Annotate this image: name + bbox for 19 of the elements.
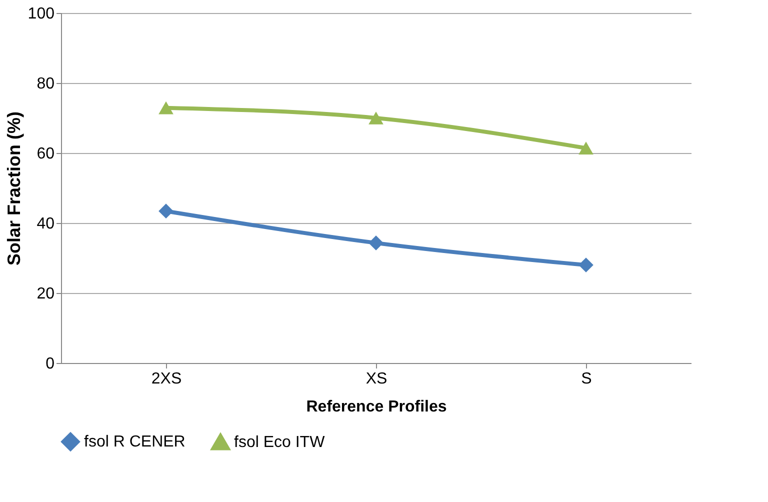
point	[368, 112, 384, 124]
x-tick-label: XS	[366, 370, 388, 388]
x-tick-label: S	[581, 370, 592, 388]
x-tick-label: 2XS	[151, 370, 182, 388]
point	[578, 142, 594, 155]
legend-label: fsol R CENER	[84, 434, 186, 451]
point	[368, 236, 384, 250]
y-axis-title: Solar Fraction (%)	[4, 111, 24, 266]
y-tick-label: 40	[36, 216, 55, 232]
y-tick-label: 80	[36, 76, 55, 92]
point	[578, 258, 594, 272]
point	[158, 204, 174, 219]
y-tick-label: 60	[36, 146, 55, 162]
y-tick-label: 20	[36, 286, 55, 302]
point	[158, 101, 174, 114]
y-tick-label: 100	[28, 6, 55, 22]
y-tick-label: 0	[46, 356, 55, 372]
x-axis-title: Reference Profiles	[306, 398, 447, 416]
legend-label: fsol Eco ITW	[234, 434, 326, 452]
